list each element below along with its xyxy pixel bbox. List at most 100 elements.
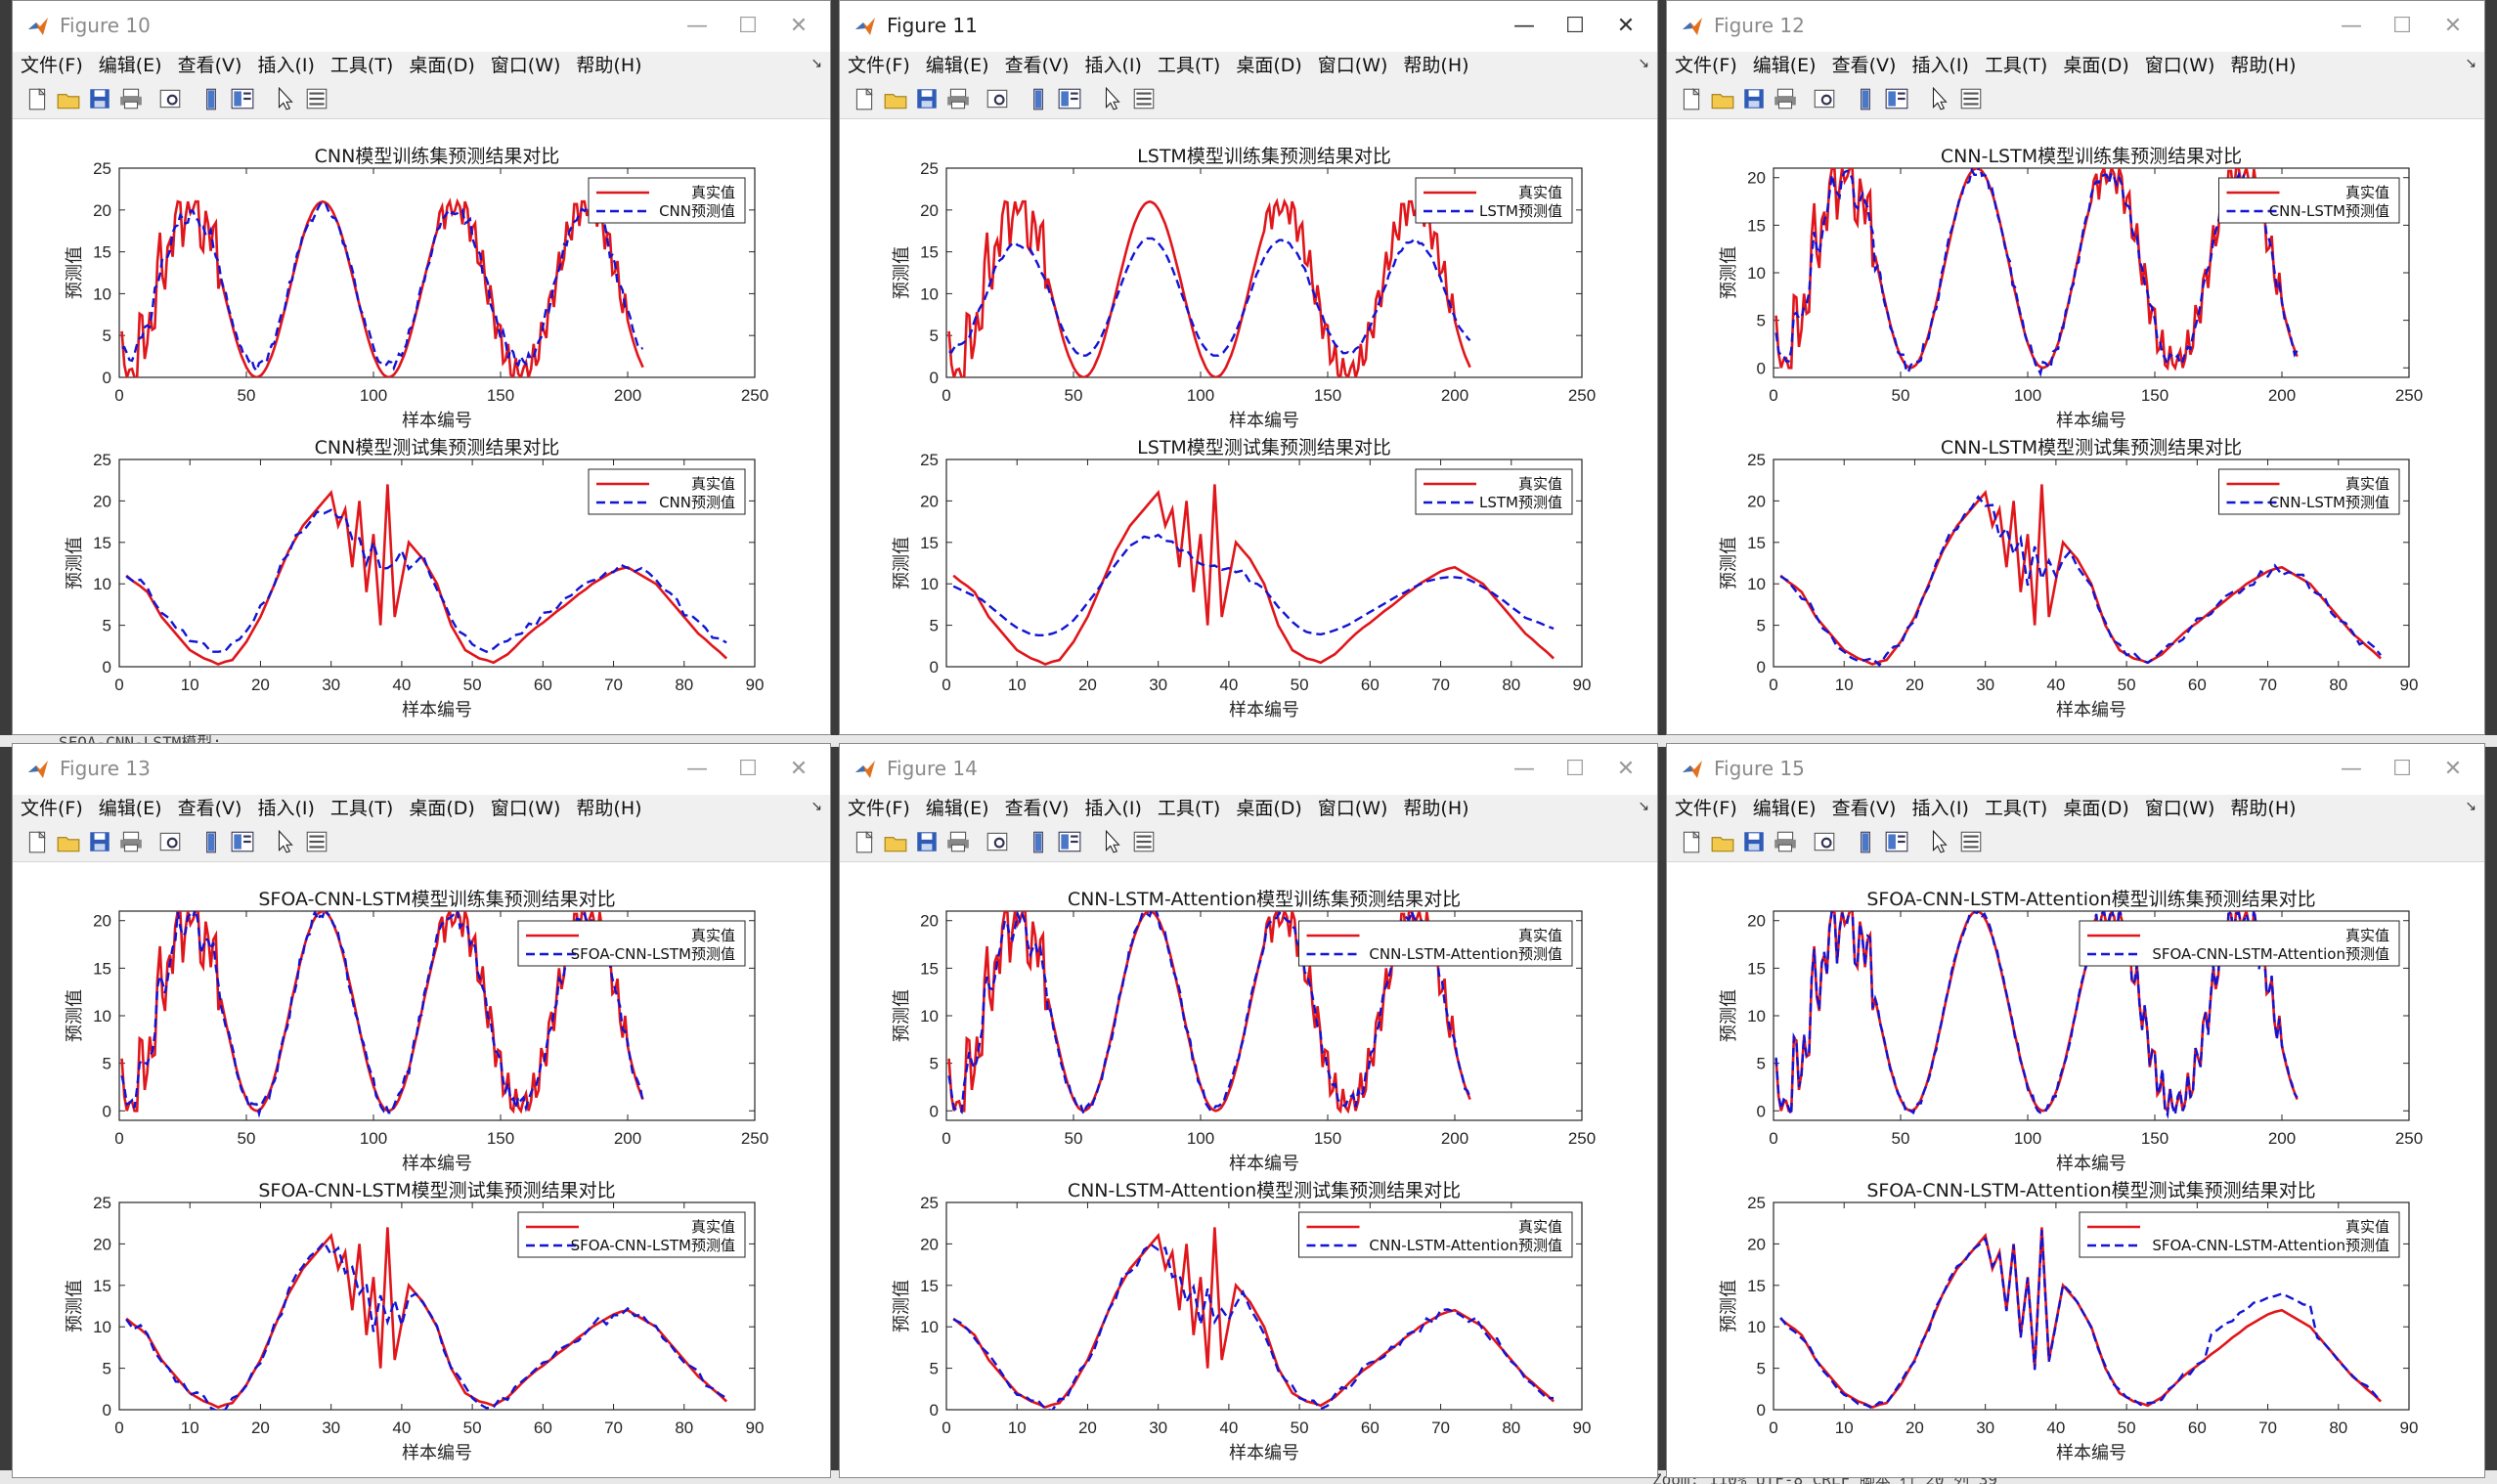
menu-item-7[interactable]: 帮助(H)	[2230, 55, 2297, 76]
print-preview-icon[interactable]	[1812, 829, 1837, 854]
minimize-button[interactable]: —	[2341, 757, 2362, 781]
dock-arrow-icon[interactable]: ↘	[810, 799, 822, 814]
close-button[interactable]: ✕	[1616, 757, 1636, 781]
maximize-button[interactable]: ☐	[2392, 757, 2412, 781]
minimize-button[interactable]: —	[1513, 14, 1535, 38]
print-icon[interactable]	[118, 86, 144, 111]
open-icon[interactable]	[883, 829, 908, 854]
property-icon[interactable]	[1958, 829, 1984, 854]
menu-item-7[interactable]: 帮助(H)	[576, 798, 642, 819]
legend-icon[interactable]	[230, 829, 255, 854]
menu-item-5[interactable]: 桌面(D)	[2063, 55, 2129, 76]
menu-item-2[interactable]: 查看(V)	[177, 798, 242, 819]
print-preview-icon[interactable]	[1812, 86, 1837, 111]
colorbar-icon[interactable]	[1026, 829, 1051, 854]
print-icon[interactable]	[945, 86, 971, 111]
title-bar[interactable]: Figure 12 — ☐ ✕	[1667, 1, 2484, 52]
minimize-button[interactable]: —	[686, 14, 708, 38]
legend-icon[interactable]	[1884, 86, 1909, 111]
title-bar[interactable]: Figure 13 — ☐ ✕	[13, 744, 830, 795]
legend-icon[interactable]	[230, 86, 255, 111]
maximize-button[interactable]: ☐	[738, 757, 758, 781]
print-preview-icon[interactable]	[157, 829, 183, 854]
menu-item-5[interactable]: 桌面(D)	[409, 55, 475, 76]
title-bar[interactable]: Figure 10 — ☐ ✕	[13, 1, 830, 52]
menu-item-5[interactable]: 桌面(D)	[1236, 798, 1302, 819]
open-icon[interactable]	[56, 829, 81, 854]
open-icon[interactable]	[883, 86, 908, 111]
save-icon[interactable]	[914, 829, 940, 854]
dock-arrow-icon[interactable]: ↘	[2465, 799, 2476, 814]
dock-arrow-icon[interactable]: ↘	[810, 56, 822, 71]
print-preview-icon[interactable]	[985, 86, 1010, 111]
menu-item-3[interactable]: 插入(I)	[1084, 55, 1142, 76]
figure-window-12[interactable]: Figure 12 — ☐ ✕ 文件(F) 编辑(E) 查看(V) 插入(I) 工具(T)…	[1666, 0, 2485, 735]
title-bar[interactable]: Figure 14 — ☐ ✕	[840, 744, 1657, 795]
menu-item-4[interactable]: 工具(T)	[1157, 798, 1221, 819]
new-icon[interactable]	[24, 86, 50, 111]
open-icon[interactable]	[1710, 86, 1735, 111]
pointer-icon[interactable]	[1927, 829, 1952, 854]
menu-item-1[interactable]: 编辑(E)	[925, 798, 989, 819]
property-icon[interactable]	[1958, 86, 1984, 111]
menu-item-3[interactable]: 插入(I)	[1911, 798, 1969, 819]
print-icon[interactable]	[1773, 86, 1798, 111]
menu-item-6[interactable]: 窗口(W)	[490, 798, 561, 819]
menu-item-4[interactable]: 工具(T)	[1157, 55, 1221, 76]
property-icon[interactable]	[304, 86, 329, 111]
menu-item-0[interactable]: 文件(F)	[21, 55, 83, 76]
menu-item-6[interactable]: 窗口(W)	[490, 55, 561, 76]
menu-item-4[interactable]: 工具(T)	[1984, 55, 2048, 76]
menu-item-2[interactable]: 查看(V)	[1831, 55, 1897, 76]
save-icon[interactable]	[1741, 86, 1767, 111]
property-icon[interactable]	[304, 829, 329, 854]
minimize-button[interactable]: —	[1513, 757, 1535, 781]
figure-window-10[interactable]: Figure 10 — ☐ ✕ 文件(F) 编辑(E) 查看(V) 插入(I) 工具(T)…	[12, 0, 831, 735]
figure-window-11[interactable]: Figure 11 — ☐ ✕ 文件(F) 编辑(E) 查看(V) 插入(I) 工具(T)…	[839, 0, 1658, 735]
menu-item-1[interactable]: 编辑(E)	[98, 55, 162, 76]
colorbar-icon[interactable]	[1853, 86, 1878, 111]
menu-item-2[interactable]: 查看(V)	[177, 55, 242, 76]
menu-item-6[interactable]: 窗口(W)	[2144, 798, 2215, 819]
menu-item-1[interactable]: 编辑(E)	[98, 798, 162, 819]
menu-item-3[interactable]: 插入(I)	[257, 55, 315, 76]
menu-item-1[interactable]: 编辑(E)	[925, 55, 989, 76]
dock-arrow-icon[interactable]: ↘	[1638, 799, 1649, 814]
legend-icon[interactable]	[1884, 829, 1909, 854]
maximize-button[interactable]: ☐	[1565, 14, 1585, 38]
close-button[interactable]: ✕	[789, 14, 809, 38]
menu-item-7[interactable]: 帮助(H)	[576, 55, 642, 76]
close-button[interactable]: ✕	[2443, 14, 2463, 38]
save-icon[interactable]	[1741, 829, 1767, 854]
print-preview-icon[interactable]	[157, 86, 183, 111]
menu-item-7[interactable]: 帮助(H)	[2230, 798, 2297, 819]
menu-item-0[interactable]: 文件(F)	[1675, 798, 1737, 819]
menu-item-3[interactable]: 插入(I)	[257, 798, 315, 819]
menu-item-3[interactable]: 插入(I)	[1084, 798, 1142, 819]
pointer-icon[interactable]	[1927, 86, 1952, 111]
maximize-button[interactable]: ☐	[1565, 757, 1585, 781]
maximize-button[interactable]: ☐	[738, 14, 758, 38]
print-icon[interactable]	[1773, 829, 1798, 854]
menu-item-1[interactable]: 编辑(E)	[1752, 798, 1817, 819]
pointer-icon[interactable]	[273, 86, 298, 111]
open-icon[interactable]	[1710, 829, 1735, 854]
menu-item-2[interactable]: 查看(V)	[1004, 798, 1070, 819]
print-icon[interactable]	[118, 829, 144, 854]
new-icon[interactable]	[852, 86, 877, 111]
menu-item-4[interactable]: 工具(T)	[1984, 798, 2048, 819]
new-icon[interactable]	[1679, 829, 1704, 854]
dock-arrow-icon[interactable]: ↘	[2465, 56, 2476, 71]
colorbar-icon[interactable]	[198, 829, 224, 854]
save-icon[interactable]	[87, 86, 112, 111]
menu-item-0[interactable]: 文件(F)	[848, 798, 910, 819]
close-button[interactable]: ✕	[2443, 757, 2463, 781]
